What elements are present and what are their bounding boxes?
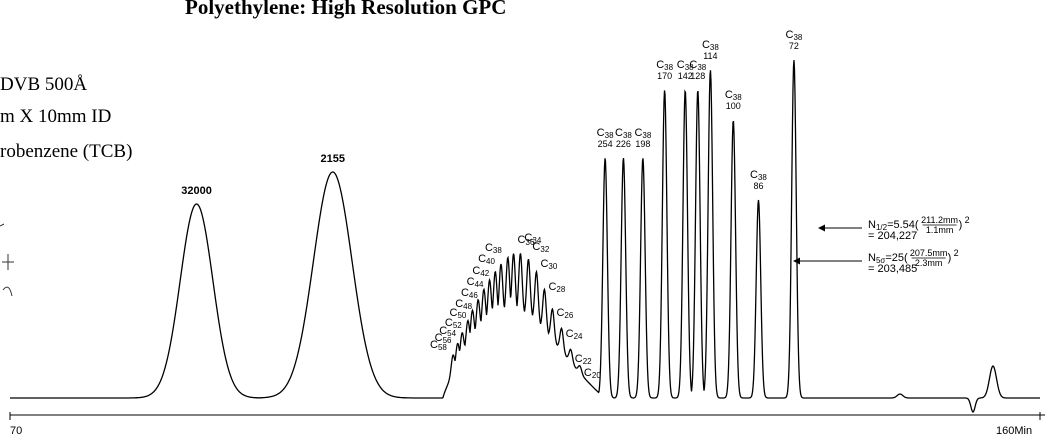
chart-title: Polyethylene: High Resolution GPC — [185, 0, 506, 19]
condition-line-3: robenzene (TCB) — [0, 141, 132, 162]
c38-peak-sublabel: 170 — [657, 71, 672, 81]
oligomer-peak-label: C46 — [461, 287, 478, 300]
handwritten-mark — [0, 223, 14, 297]
oligomer-peak-label: C58 — [430, 339, 447, 352]
c38-peak-sublabel: 254 — [598, 139, 613, 149]
annotation-exponent: 2 — [965, 215, 970, 225]
annotation-result: = 204,227 — [868, 230, 917, 242]
c38-peak-sublabel: 72 — [789, 41, 799, 51]
c38-peak-label: C38 — [725, 89, 742, 102]
annotation-result: = 203,485 — [868, 263, 917, 275]
oligomer-peak-label: C40 — [478, 253, 495, 266]
c38-peak-sublabel: 86 — [753, 181, 763, 191]
c38-peak-label: C38 — [750, 169, 767, 182]
standard-peak-label: 32000 — [181, 185, 212, 197]
oligomer-peak-label: C24 — [566, 328, 583, 341]
annotation-arrow-head — [818, 224, 825, 232]
annotation-denominator: 2.3mm — [915, 258, 943, 268]
oligomer-peak-label: C36 — [518, 234, 535, 247]
c38-peak-sublabel: 114 — [703, 51, 717, 61]
chromatogram-trace — [10, 60, 1040, 413]
condition-line-1: DVB 500Å — [0, 74, 87, 95]
oligomer-peak-label: C22 — [575, 353, 592, 366]
oligomer-peak-label: C34 — [524, 232, 541, 245]
oligomer-peak-label: C56 — [435, 332, 452, 345]
c38-peak-sublabel: 128 — [690, 71, 705, 81]
annotation-numerator: 211.2mm — [921, 215, 958, 225]
annotation-formula: N1/2=5.54( — [868, 219, 919, 232]
oligomer-peak-label: C38 — [485, 242, 502, 255]
c38-peak-sublabel: 226 — [616, 139, 631, 149]
oligomer-peak-label: C28 — [548, 281, 565, 294]
oligomer-peak-label: C52 — [445, 317, 462, 330]
oligomer-peak-label: C44 — [467, 276, 484, 289]
x-tick-label-start: 70 — [10, 425, 22, 435]
oligomer-peak-label: C20 — [584, 367, 601, 380]
c38-peak-sublabel: 142 — [678, 71, 693, 81]
c38-peak-label: C38 — [615, 127, 632, 140]
c38-peak-label: C38 — [597, 127, 614, 140]
c38-peak-label: C38 — [677, 59, 694, 72]
c38-peak-label: C38 — [786, 29, 803, 42]
annotation-exponent: 2 — [954, 248, 959, 258]
c38-peak-label: C38 — [656, 59, 673, 72]
annotation-denominator: 1.1mm — [926, 225, 954, 235]
annotation-numerator: 207.5mm — [910, 248, 948, 258]
annotation-close: ) — [959, 219, 963, 231]
x-tick-label-end: 160Min — [996, 425, 1032, 435]
oligomer-peak-label: C32 — [532, 241, 549, 254]
oligomer-peak-label: C42 — [472, 265, 489, 278]
c38-peak-sublabel: 198 — [635, 139, 650, 149]
annotation-arrow-head — [793, 257, 800, 265]
c38-peak-label: C38 — [702, 39, 719, 52]
annotation-close: ) — [948, 252, 952, 264]
c38-peak-label: C38 — [689, 59, 706, 72]
oligomer-peak-label: C50 — [449, 307, 466, 320]
c38-peak-sublabel: 100 — [726, 101, 741, 111]
oligomer-peak-label: C54 — [439, 325, 456, 338]
oligomer-peak-label: C30 — [540, 258, 557, 271]
condition-line-2: m X 10mm ID — [0, 106, 111, 127]
oligomer-peak-label: C48 — [455, 298, 472, 311]
standard-peak-label: 2155 — [320, 153, 344, 165]
annotation-formula: N5σ=25( — [868, 252, 908, 265]
c38-peak-label: C38 — [634, 127, 651, 140]
oligomer-peak-label: C26 — [556, 307, 573, 320]
